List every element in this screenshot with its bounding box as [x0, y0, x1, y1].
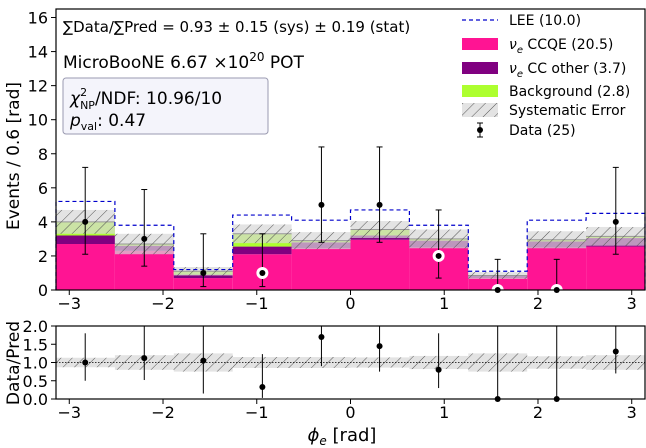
ratio-points — [82, 326, 619, 402]
legend-syst-label: Systematic Error — [509, 103, 626, 119]
chi2-superscript: 2 — [80, 86, 87, 99]
legend-lee-label: LEE (10.0) — [509, 13, 581, 29]
ratio-xtick-label-0: −3 — [57, 403, 81, 422]
data-point-1 — [141, 235, 148, 242]
data-point-2 — [200, 269, 207, 276]
chi2-text: χ2 NP/NDF: 10.96/10 — [69, 86, 222, 112]
ratio-point-6 — [435, 366, 442, 373]
legend-ccother-swatch — [462, 62, 498, 74]
legend-ccqe-rest: CCQE (20.5) — [523, 37, 613, 53]
ratio-y-ticks: 0.00.51.01.52.0 — [23, 317, 56, 409]
ratio-ytick-label-4: 2.0 — [23, 317, 48, 336]
ratio-point-3 — [259, 383, 266, 390]
bar-ccqe-4 — [291, 248, 351, 290]
legend-ccqe-sub: e — [517, 45, 523, 56]
main-ytick-label-2: 4 — [38, 213, 48, 232]
legend-ccother-label: νe CC other (3.7) — [509, 61, 626, 80]
legend-data-label: Data (25) — [509, 123, 576, 139]
experiment-annotation: MicroBooNE 6.67 ×1020 POT — [63, 50, 305, 73]
data-point-6 — [435, 252, 442, 259]
sum-ratio-annotation: ∑Data/∑Pred = 0.93 ± 0.15 (sys) ± 0.19 (… — [63, 18, 410, 36]
chi2-symbol: χ — [69, 89, 81, 109]
ratio-point-5 — [376, 343, 383, 350]
ratio-x-ticks: −3 −2 −1 0 1 2 3 — [57, 399, 637, 422]
legend: LEE (10.0) νe CCQE (20.5) νe CC other (3… — [462, 13, 630, 139]
legend-ccqe-nu: ν — [509, 37, 517, 53]
main-xtick-label-4: 1 — [439, 294, 449, 313]
data-point-4 — [318, 201, 325, 208]
main-y-ticks: 0 2 4 6 8 10 12 14 16 — [28, 9, 56, 300]
chi2-value: /NDF: 10.96/10 — [95, 89, 222, 109]
main-xtick-label-1: −2 — [151, 294, 175, 313]
main-ytick-label-4: 8 — [38, 145, 48, 164]
main-y-axis-label: Events / 0.6 [rad] — [4, 82, 24, 230]
ratio-y-axis-label: Data/Pred — [4, 321, 24, 405]
ratio-xtick-label-5: 2 — [533, 403, 543, 422]
ratio-xtick-label-6: 3 — [627, 403, 637, 422]
x-axis-label: ϕe [rad] — [308, 425, 377, 448]
legend-ccqe-swatch — [462, 38, 498, 50]
main-xtick-label-5: 2 — [533, 294, 543, 313]
chi2-box: χ2 NP/NDF: 10.96/10 pval: 0.47 — [62, 77, 269, 135]
ratio-xtick-label-3: 0 — [345, 403, 355, 422]
pval-value: : 0.47 — [97, 111, 146, 131]
ratio-xtick-label-1: −2 — [151, 403, 175, 422]
legend-ccqe-label: νe CCQE (20.5) — [509, 37, 613, 56]
ratio-xtick-label-2: −1 — [245, 403, 269, 422]
ratio-point-4 — [318, 333, 325, 340]
pval-text: pval: 0.47 — [69, 111, 146, 133]
main-ytick-label-8: 16 — [28, 9, 48, 28]
experiment-name: MicroBooNE 6.67 ×10 — [63, 53, 249, 73]
syst-band-8 — [527, 231, 587, 249]
main-ytick-label-7: 14 — [28, 43, 48, 62]
chi2-subscript: NP — [80, 99, 95, 112]
data-point-5 — [376, 201, 383, 208]
bar-ccqe-5 — [350, 239, 410, 290]
main-xtick-label-0: −3 — [57, 294, 81, 313]
legend-syst-swatch — [462, 103, 498, 117]
ratio-ytick-label-2: 1.0 — [23, 354, 48, 373]
pval-symbol: p — [69, 111, 81, 131]
legend-ccother-nu: ν — [509, 61, 517, 77]
main-ytick-label-1: 2 — [38, 247, 48, 266]
legend-background-swatch — [462, 85, 498, 97]
ratio-point-1 — [141, 355, 148, 362]
x-axis-sub: e — [319, 434, 326, 448]
legend-data-marker — [477, 127, 483, 133]
x-axis-phi: ϕ — [308, 425, 320, 446]
experiment-suffix: POT — [265, 53, 305, 73]
legend-background-label: Background (2.8) — [509, 84, 630, 100]
legend-ccother-sub: e — [517, 69, 523, 80]
experiment-exponent: 20 — [249, 50, 264, 64]
ratio-ytick-label-0: 0.0 — [23, 390, 48, 409]
main-x-ticks: −3 −2 −1 0 1 2 3 — [57, 290, 637, 313]
ratio-point-0 — [82, 359, 89, 366]
ratio-ytick-label-1: 0.5 — [23, 372, 48, 391]
x-axis-unit: [rad] — [327, 425, 377, 446]
main-xtick-label-6: 3 — [627, 294, 637, 313]
data-point-3 — [259, 269, 266, 276]
main-xtick-label-2: −1 — [245, 294, 269, 313]
data-point-0 — [82, 218, 89, 225]
main-ytick-label-6: 12 — [28, 77, 48, 96]
ratio-panel: 0.00.51.01.52.0 −3 −2 −1 0 1 2 3 Data/Pred ϕe … — [4, 317, 646, 448]
data-points — [82, 146, 619, 296]
main-ytick-label-3: 6 — [38, 179, 48, 198]
main-ytick-label-0: 0 — [38, 281, 48, 300]
ratio-point-2 — [200, 357, 207, 364]
pval-subscript: val — [81, 120, 97, 133]
main-xtick-label-3: 0 — [345, 294, 355, 313]
main-ytick-label-5: 10 — [28, 111, 48, 130]
ratio-xtick-label-4: 1 — [439, 403, 449, 422]
legend-ccother-rest: CC other (3.7) — [523, 61, 626, 77]
data-point-9 — [612, 218, 619, 225]
ratio-point-9 — [612, 348, 619, 355]
ratio-ytick-label-3: 1.5 — [23, 335, 48, 354]
